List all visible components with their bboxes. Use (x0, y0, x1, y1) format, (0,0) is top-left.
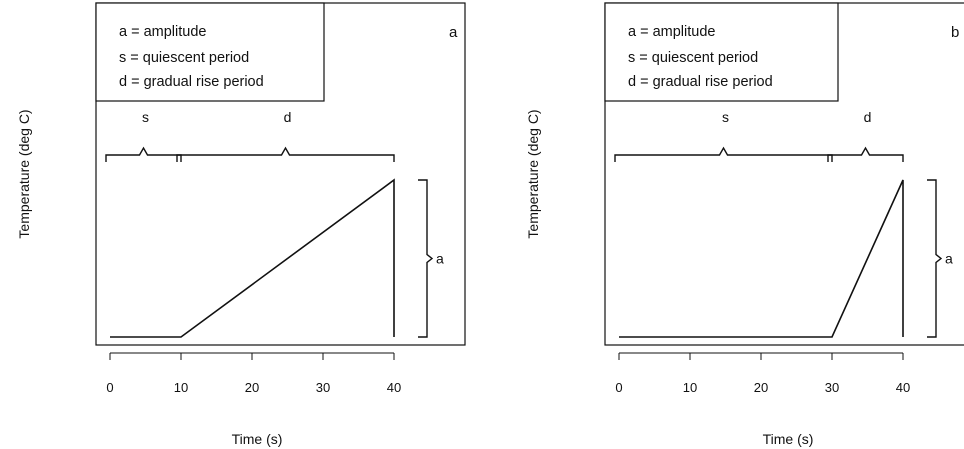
x-tick-label: 0 (615, 380, 622, 395)
plot-marks: s d a (105, 109, 444, 338)
brace-label-s: s (142, 109, 149, 125)
x-tick-label: 40 (387, 380, 401, 395)
x-tick-label: 10 (174, 380, 188, 395)
x-tick-label: 20 (754, 380, 768, 395)
brace-a (927, 179, 943, 338)
x-tick-label: 30 (825, 380, 839, 395)
panel-a: 0 10 20 30 40 s d a a = amplitude s = quiescen… (16, 2, 466, 447)
legend-entry-amplitude: a = amplitude (628, 24, 715, 40)
panel-label: b (951, 24, 959, 41)
series-line (110, 178, 395, 338)
y-axis-label: Temperature (deg C) (16, 109, 32, 238)
legend-entry-rise: d = gradual rise period (628, 74, 773, 90)
brace-s (614, 146, 833, 162)
brace-label-d: d (284, 109, 292, 125)
series-line (619, 179, 904, 338)
x-axis: 0 10 20 30 40 (615, 352, 910, 395)
legend-box (604, 2, 839, 102)
y-axis-label: Temperature (deg C) (525, 109, 541, 238)
brace-label-s: s (722, 109, 729, 125)
brace-label-a: a (945, 251, 953, 267)
legend-entry-quiescent: s = quiescent period (119, 50, 249, 66)
panel-b: 0 10 20 30 40 s d a a = amplitude s = quiescen… (525, 2, 964, 447)
panel-label: a (449, 24, 458, 41)
brace-d (176, 146, 395, 162)
x-tick-label: 30 (316, 380, 330, 395)
brace-s (105, 146, 182, 162)
x-tick-label: 20 (245, 380, 259, 395)
x-tick-label: 40 (896, 380, 910, 395)
x-axis-label: Time (s) (232, 431, 283, 447)
x-tick-label: 0 (106, 380, 113, 395)
legend-entry-rise: d = gradual rise period (119, 74, 264, 90)
legend-entry-quiescent: s = quiescent period (628, 50, 758, 66)
x-axis: 0 10 20 30 40 (106, 352, 401, 395)
plot-marks: s d a (614, 109, 953, 338)
legend-entry-amplitude: a = amplitude (119, 24, 206, 40)
x-axis-label: Time (s) (763, 431, 814, 447)
brace-d (827, 146, 904, 162)
brace-label-a: a (436, 251, 444, 267)
brace-a (418, 179, 434, 338)
brace-label-d: d (864, 109, 872, 125)
legend-box (95, 2, 325, 102)
x-tick-label: 10 (683, 380, 697, 395)
